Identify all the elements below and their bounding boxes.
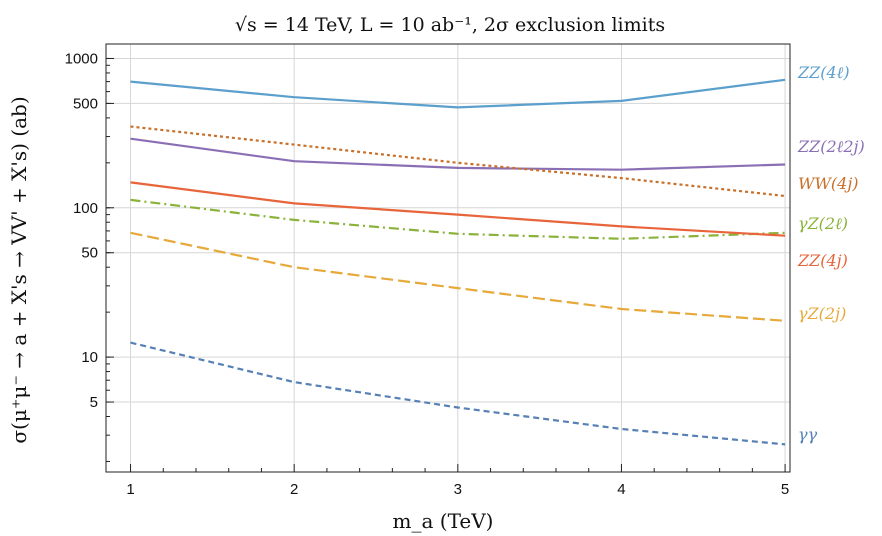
y-tick-label: 50 [81, 245, 98, 262]
plot-frame [105, 43, 791, 473]
y-axis-label: σ(μ⁺μ⁻ → a + X's → VV' + X's) (ab) [7, 96, 31, 443]
x-tick-label: 1 [126, 481, 134, 498]
y-tick-label: 100 [73, 200, 98, 217]
y-tick-label: 1000 [65, 50, 98, 67]
series-label: ZZ(4ℓ) [797, 63, 850, 82]
series-lines [130, 78, 786, 446]
x-axis-label: m_a (TeV) [393, 509, 494, 533]
axis-ticks [106, 57, 786, 472]
y-tick-label: 10 [81, 349, 98, 366]
series-label: ZZ(2ℓ2j) [797, 137, 865, 156]
y-tick-label: 500 [73, 95, 98, 112]
series-label: WW(4j) [798, 174, 859, 193]
x-tick-label: 5 [781, 481, 789, 498]
grid [106, 44, 790, 472]
series-line [130, 78, 786, 109]
series-line [130, 198, 786, 240]
series-line [130, 125, 786, 198]
series-label: γZ(2ℓ) [798, 214, 848, 233]
series-label: ZZ(4j) [797, 251, 848, 270]
x-tick-label: 2 [290, 481, 298, 498]
series-line [130, 231, 786, 322]
series-label: γZ(2j) [798, 304, 846, 323]
series-labels: ZZ(4ℓ) ZZ(2ℓ2j) WW(4j) γZ(2ℓ) ZZ(4j) γZ(2j) γγ [797, 63, 865, 444]
chart-title: √s = 14 TeV, L = 10 ab⁻¹, 2σ exclusion l… [235, 14, 665, 36]
series-line [130, 137, 786, 171]
series-label: γγ [798, 425, 818, 444]
x-tick-label: 3 [454, 481, 462, 498]
series-line [130, 181, 786, 237]
y-tick-label: 5 [90, 394, 98, 411]
x-tick-label: 4 [617, 481, 625, 498]
tick-labels: 1 2 3 4 5 5 10 50 100 500 1000 [65, 50, 790, 498]
series-line [130, 341, 786, 446]
